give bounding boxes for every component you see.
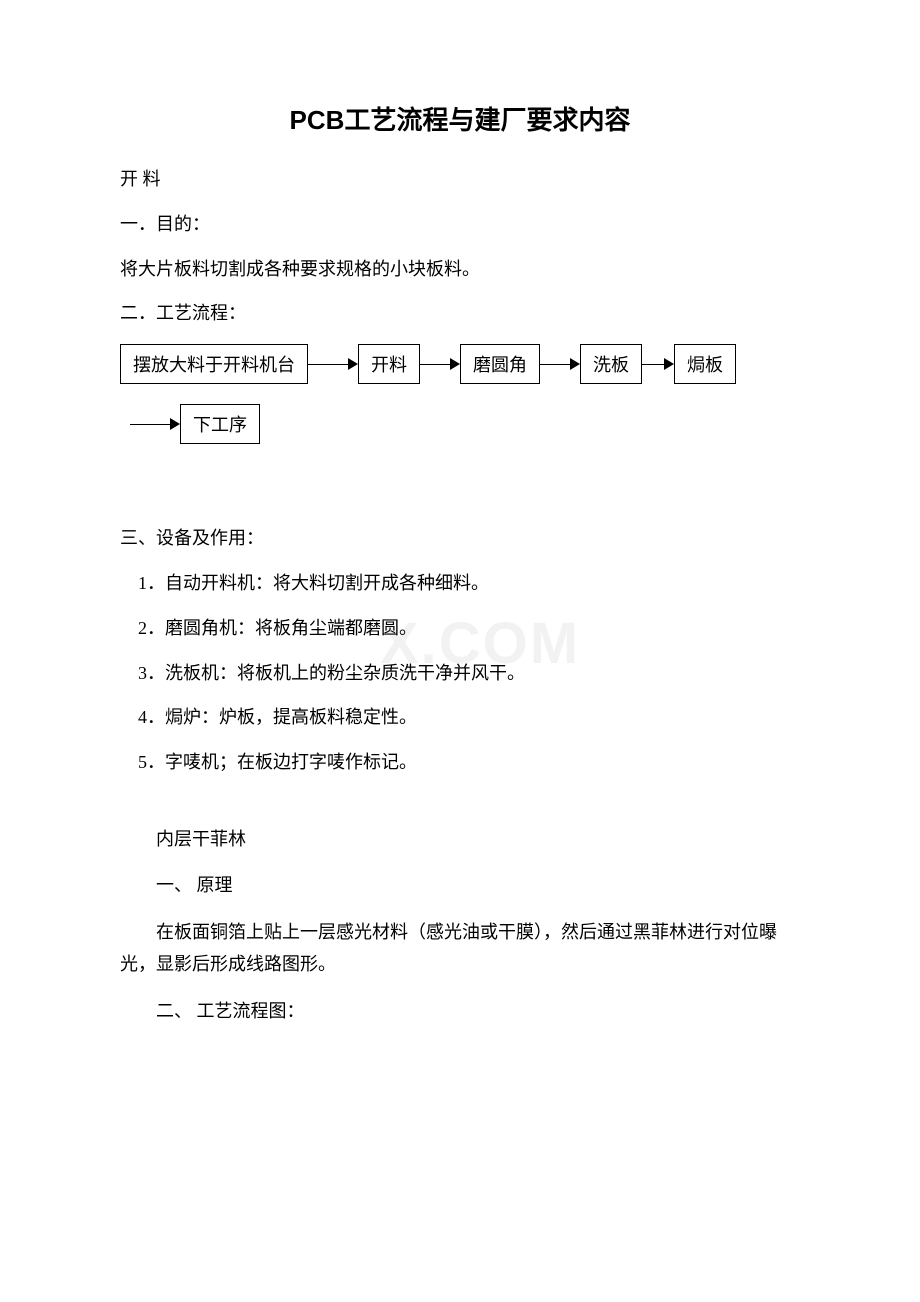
purpose-label: 一．目的： (120, 210, 800, 239)
arrow-icon (540, 358, 580, 370)
process-label-2: 二、 工艺流程图： (120, 995, 800, 1027)
principle-body: 在板面铜箔上贴上一层感光材料（感光油或干膜），然后通过黑菲林进行对位曝光，显影后… (120, 916, 800, 981)
flow-box: 开料 (358, 344, 420, 384)
flowchart: 摆放大料于开料机台 开料 磨圆角 洗板 焗板 (120, 344, 800, 444)
flow-box: 摆放大料于开料机台 (120, 344, 308, 384)
principle-text: 在板面铜箔上贴上一层感光材料（感光油或干膜），然后通过黑菲林进行对位曝光，显影后… (120, 916, 800, 981)
flow-row-1: 摆放大料于开料机台 开料 磨圆角 洗板 焗板 (120, 344, 800, 384)
list-item: 1．自动开料机：将大料切割开成各种细料。 (120, 569, 800, 598)
section-heading: 内层干菲林 (120, 823, 800, 855)
arrow-icon (420, 358, 460, 370)
flow-row-2: 下工序 (120, 404, 800, 444)
principle-label: 一、 原理 (120, 869, 800, 901)
arrow-icon (308, 358, 358, 370)
equipment-label: 三、设备及作用： (120, 524, 800, 553)
flow-box: 下工序 (180, 404, 260, 444)
document-title: PCB工艺流程与建厂要求内容 (120, 100, 800, 137)
purpose-text: 将大片板料切割成各种要求规格的小块板料。 (120, 255, 800, 284)
document-content: PCB工艺流程与建厂要求内容 开 料 一．目的： 将大片板料切割成各种要求规格的… (120, 100, 800, 1027)
flow-box: 磨圆角 (460, 344, 540, 384)
process-label: 二．工艺流程： (120, 299, 800, 328)
list-item: 4．焗炉：炉板，提高板料稳定性。 (120, 703, 800, 732)
list-item: 3．洗板机：将板机上的粉尘杂质洗干净并风干。 (120, 659, 800, 688)
arrow-icon (130, 418, 180, 430)
flow-box: 洗板 (580, 344, 642, 384)
arrow-icon (642, 358, 674, 370)
list-item: 5．字唛机；在板边打字唛作标记。 (120, 748, 800, 777)
list-item: 2．磨圆角机：将板角尘端都磨圆。 (120, 614, 800, 643)
flow-box: 焗板 (674, 344, 736, 384)
section-heading: 开 料 (120, 165, 800, 194)
